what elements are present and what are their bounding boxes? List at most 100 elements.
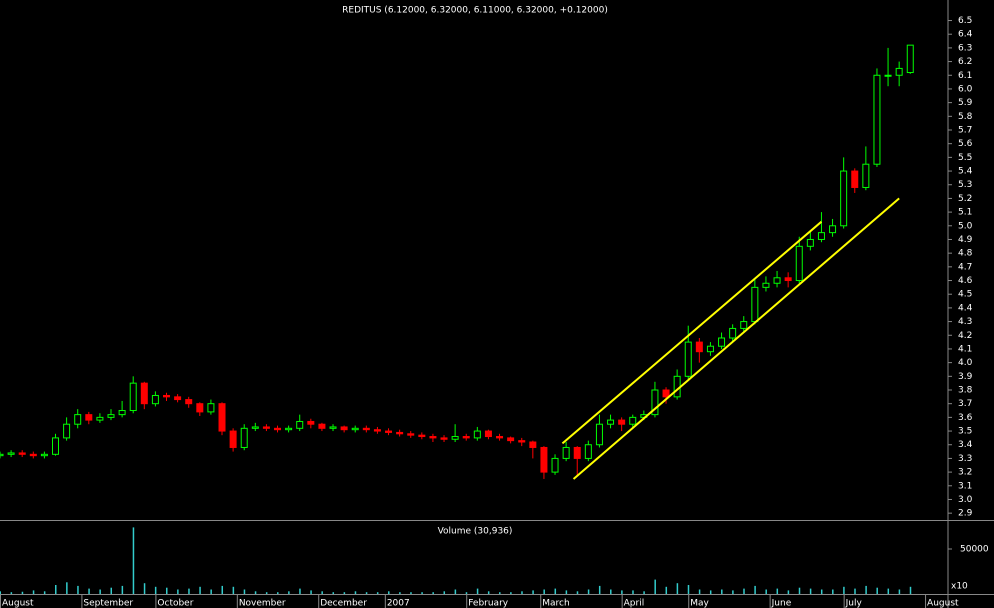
volume-bar	[443, 591, 446, 594]
candle-body	[18, 452, 26, 455]
volume-bar	[354, 591, 357, 594]
candle-body	[96, 416, 104, 421]
volume-bar	[88, 588, 90, 594]
volume-bar	[288, 591, 290, 594]
candle-body	[440, 437, 448, 440]
y-tick-label: 6.5	[958, 16, 972, 26]
y-tick-label: 5.8	[958, 112, 973, 122]
y-tick-label: 5.6	[958, 139, 973, 149]
candle-body	[318, 423, 326, 429]
volume-bar	[265, 592, 268, 594]
candle-body	[451, 436, 459, 440]
candle-body	[729, 327, 737, 339]
volume-bar	[854, 588, 856, 594]
y-tick-label: 4.7	[958, 262, 972, 272]
volume-bar	[199, 586, 201, 594]
volume-bar	[865, 585, 867, 594]
candle-body	[595, 423, 603, 446]
candle-body	[207, 403, 215, 413]
y-tick-label: 3.6	[958, 413, 973, 423]
candle-body	[518, 440, 526, 443]
volume-bar	[421, 592, 423, 594]
volume-bar	[765, 589, 767, 594]
volume-bar	[909, 586, 912, 594]
volume-bar	[188, 588, 190, 594]
y-tick-label: 5.3	[958, 180, 972, 190]
volume-bar	[521, 591, 523, 594]
candle-body	[74, 414, 82, 425]
volume-bar	[476, 588, 479, 594]
volume-bar	[843, 586, 845, 594]
x-tick-label: August	[2, 599, 34, 608]
candle-body	[196, 403, 204, 413]
trend-line	[561, 220, 823, 445]
volume-bar	[743, 588, 745, 594]
y-tick-label: 5.2	[958, 194, 972, 204]
volume-bar	[143, 583, 146, 594]
x-tick-label: 2007	[387, 599, 410, 608]
y-tick-label: 6.1	[958, 71, 972, 81]
y-tick-label: 3.8	[958, 386, 973, 396]
candle-body	[629, 416, 637, 425]
volume-bar	[410, 592, 412, 594]
volume-bar	[721, 589, 723, 594]
candle-body	[651, 389, 659, 416]
candle-body	[329, 426, 337, 429]
volume-bar	[465, 592, 468, 594]
volume-bar	[376, 592, 379, 594]
volume-bar	[787, 590, 790, 594]
y-tick-label: 6.3	[958, 43, 972, 53]
volume-bar	[277, 592, 279, 594]
volume-bar	[43, 591, 46, 594]
volume-bar	[232, 586, 235, 594]
volume-bar	[365, 592, 368, 594]
volume-bar	[809, 588, 812, 594]
volume-bar	[610, 589, 612, 594]
volume-bar	[243, 589, 246, 594]
volume-bar	[121, 585, 124, 594]
candle-body	[473, 430, 481, 439]
candle-body	[751, 286, 759, 323]
candle-body	[840, 170, 848, 227]
volume-bar	[898, 589, 901, 594]
y-tick-label: 6.4	[958, 30, 973, 40]
volume-bar	[432, 592, 434, 594]
volume-bar	[399, 592, 401, 594]
y-tick-label: 4.9	[958, 235, 973, 245]
y-tick-label: 3.0	[958, 495, 973, 505]
x-tick-label: July	[845, 599, 863, 608]
trend-line	[572, 197, 900, 480]
x-tick-label: March	[542, 599, 569, 608]
volume-bar	[321, 591, 323, 594]
volume-bar	[709, 590, 712, 594]
candle-body	[396, 431, 404, 435]
y-tick-label: 4.5	[958, 290, 972, 300]
volume-bar	[55, 585, 57, 594]
candle-body	[229, 430, 237, 448]
volume-bar	[343, 592, 346, 594]
y-tick-label: 4.6	[958, 276, 973, 286]
candle-body	[740, 321, 748, 329]
candle-body	[163, 394, 171, 398]
y-tick-label: 5.0	[958, 221, 973, 231]
candle-body	[185, 399, 193, 405]
candle-body	[695, 341, 703, 353]
volume-bar	[32, 590, 35, 594]
volume-bar	[499, 592, 501, 594]
candle-body	[274, 427, 282, 431]
volume-bar	[154, 586, 157, 594]
y-tick-label: 6.2	[958, 57, 972, 67]
volume-bar	[99, 589, 101, 594]
y-tick-label: 4.1	[958, 344, 972, 354]
y-tick-label: 5.1	[958, 208, 972, 218]
candle-body	[85, 414, 93, 421]
candle-body	[795, 245, 803, 282]
candle-body	[618, 419, 626, 425]
y-tick-label: 4.4	[958, 303, 973, 313]
candle-body	[107, 414, 115, 418]
candle-body	[218, 403, 226, 432]
volume-bar	[166, 587, 168, 594]
candle-body	[496, 436, 504, 439]
chart-title: REDITUS (6.12000, 6.32000, 6.11000, 6.32…	[342, 6, 608, 16]
volume-bar	[543, 589, 545, 594]
